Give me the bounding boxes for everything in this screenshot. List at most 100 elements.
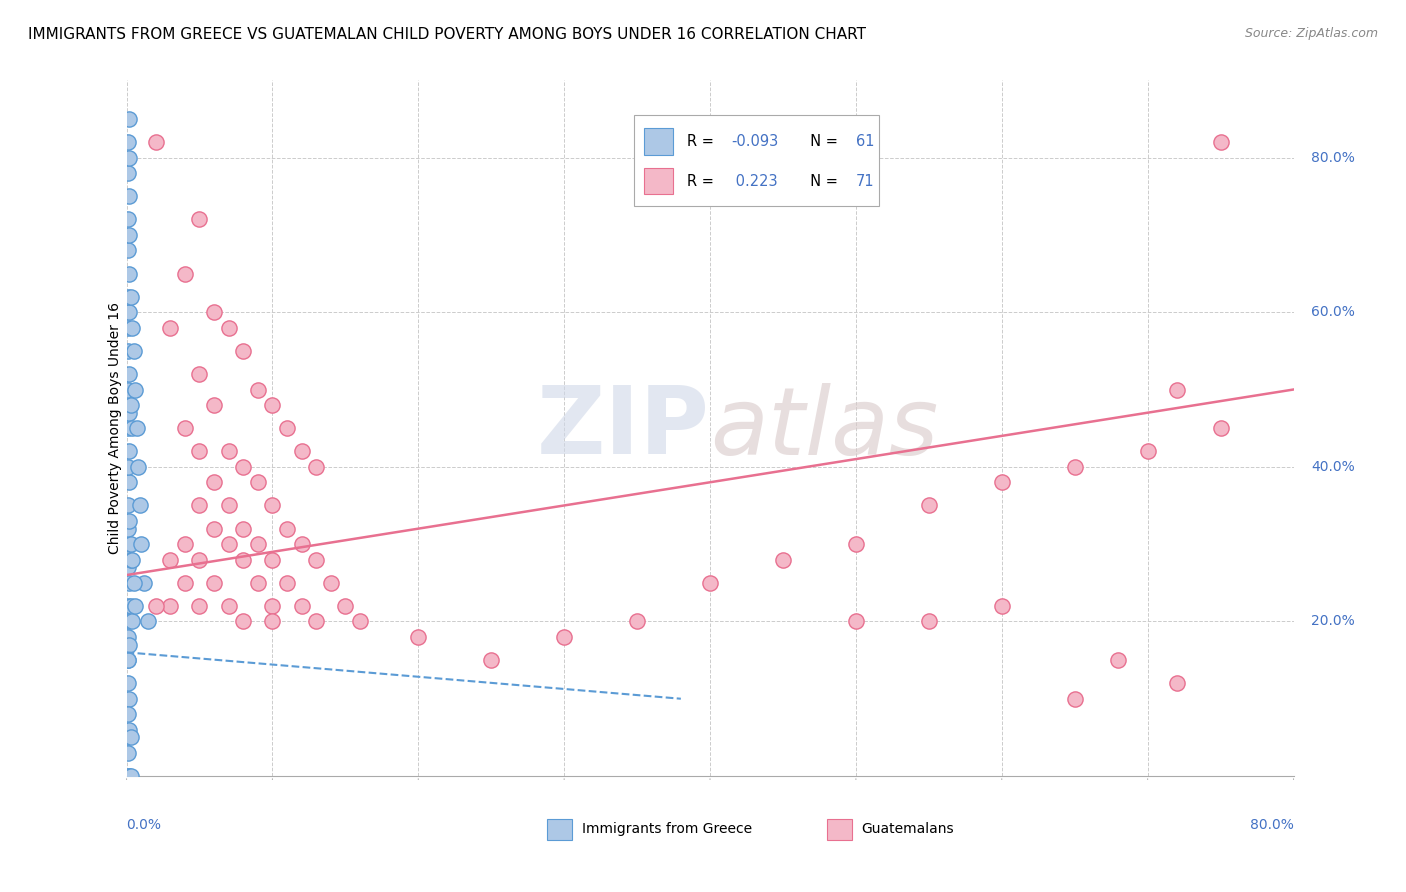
Point [121, 552, 143, 566]
Point [232, 343, 254, 358]
Point [699, 575, 721, 590]
Point [276, 421, 298, 435]
Point [117, 135, 139, 149]
Point [262, 599, 284, 613]
Point [124, 383, 146, 397]
Point [121, 615, 143, 629]
Point [845, 615, 868, 629]
Point [1166, 383, 1188, 397]
Text: N =: N = [801, 174, 842, 189]
Point [118, 444, 141, 458]
Text: Immigrants from Greece: Immigrants from Greece [582, 822, 752, 836]
Point [174, 267, 197, 281]
Point [990, 599, 1012, 613]
Text: 20.0%: 20.0% [1310, 615, 1355, 629]
Point [1108, 653, 1130, 667]
Point [118, 723, 141, 737]
Point [145, 135, 167, 149]
Point [117, 459, 139, 474]
Point [118, 112, 141, 126]
Point [125, 421, 148, 435]
Point [202, 522, 225, 536]
Text: 80.0%: 80.0% [1310, 151, 1355, 165]
Point [118, 267, 141, 281]
Point [120, 552, 142, 566]
Point [138, 615, 160, 629]
Point [305, 552, 328, 566]
Point [118, 691, 141, 706]
Point [121, 421, 143, 435]
Point [117, 244, 139, 258]
Point [232, 552, 254, 566]
Point [118, 575, 141, 590]
Point [117, 731, 139, 745]
Point [117, 676, 139, 690]
Point [218, 537, 240, 551]
Point [335, 599, 357, 613]
Point [232, 459, 254, 474]
Point [118, 638, 141, 652]
Point [128, 499, 150, 513]
Point [990, 475, 1012, 490]
Point [218, 320, 240, 334]
Point [118, 151, 141, 165]
Point [202, 575, 225, 590]
Y-axis label: Child Poverty Among Boys Under 16: Child Poverty Among Boys Under 16 [108, 302, 122, 554]
Point [772, 552, 794, 566]
Point [290, 537, 312, 551]
Point [305, 615, 328, 629]
Point [117, 599, 139, 613]
Bar [644, 168, 672, 194]
Point [117, 653, 139, 667]
Point [117, 746, 139, 760]
Point [117, 522, 139, 536]
Point [1166, 676, 1188, 690]
Point [202, 305, 225, 319]
Text: 0.223: 0.223 [731, 174, 778, 189]
Point [845, 537, 868, 551]
Point [129, 537, 152, 551]
Point [246, 383, 269, 397]
Point [290, 444, 312, 458]
Point [118, 305, 141, 319]
FancyBboxPatch shape [634, 115, 879, 205]
Point [276, 575, 298, 590]
Point [120, 398, 142, 412]
Point [1063, 459, 1085, 474]
Point [159, 599, 181, 613]
Point [120, 290, 142, 304]
Point [118, 475, 141, 490]
Point [262, 398, 284, 412]
Point [121, 320, 143, 334]
Point [246, 575, 269, 590]
Point [174, 421, 197, 435]
Point [118, 227, 141, 242]
Text: R =: R = [686, 174, 718, 189]
Point [124, 599, 146, 613]
Point [118, 514, 141, 528]
Point [918, 499, 941, 513]
Text: 0.0%: 0.0% [127, 818, 162, 831]
Bar [827, 819, 852, 840]
Point [262, 615, 284, 629]
Point [305, 459, 328, 474]
Point [117, 421, 139, 435]
Point [188, 367, 211, 381]
Point [118, 615, 141, 629]
Point [262, 499, 284, 513]
Point [188, 599, 211, 613]
Text: atlas: atlas [710, 383, 938, 474]
Text: N =: N = [801, 134, 842, 149]
Text: Guatemalans: Guatemalans [862, 822, 955, 836]
Point [120, 537, 142, 551]
Point [117, 343, 139, 358]
Text: 60.0%: 60.0% [1310, 305, 1355, 319]
Point [117, 560, 139, 574]
Point [159, 320, 181, 334]
Text: Source: ZipAtlas.com: Source: ZipAtlas.com [1244, 27, 1378, 40]
Point [218, 599, 240, 613]
Text: 40.0%: 40.0% [1310, 459, 1355, 474]
Point [117, 769, 139, 783]
Point [117, 707, 139, 722]
Point [246, 537, 269, 551]
